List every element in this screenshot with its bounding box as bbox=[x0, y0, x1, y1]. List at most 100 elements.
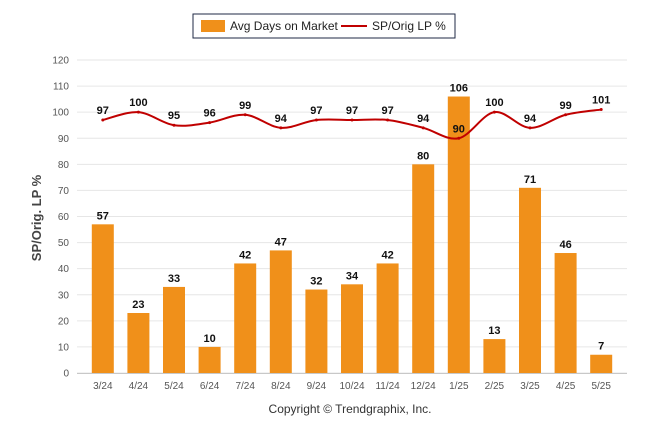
y-tick-label: 40 bbox=[58, 264, 70, 275]
bar bbox=[234, 263, 257, 373]
x-tick-label: 10/24 bbox=[339, 381, 364, 392]
y-tick-label: 30 bbox=[58, 290, 70, 301]
line-value-label: 90 bbox=[453, 123, 465, 135]
y-tick-label: 70 bbox=[58, 186, 70, 197]
line-point bbox=[457, 136, 461, 140]
x-tick-label: 1/25 bbox=[449, 381, 469, 392]
line-value-label: 101 bbox=[592, 95, 610, 107]
y-tick-label: 0 bbox=[63, 369, 69, 380]
x-tick-label: 6/24 bbox=[200, 381, 220, 392]
x-tick-label: 12/24 bbox=[411, 381, 436, 392]
bar-value-label: 13 bbox=[488, 325, 500, 337]
bar bbox=[590, 354, 613, 373]
bar bbox=[91, 224, 114, 373]
bar bbox=[163, 286, 185, 373]
line-value-label: 95 bbox=[168, 110, 180, 122]
bar-value-label: 57 bbox=[97, 210, 109, 222]
bar-series bbox=[91, 96, 613, 374]
y-axis-title: SP/Orig. LP % bbox=[29, 174, 44, 261]
x-tick-label: 4/25 bbox=[556, 381, 576, 392]
line-value-label: 100 bbox=[129, 97, 147, 109]
x-tick-label: 9/24 bbox=[307, 381, 327, 392]
x-tick-label: 5/24 bbox=[164, 381, 184, 392]
copyright-text: Copyright © Trendgraphix, Inc. bbox=[269, 402, 432, 416]
bar-value-label: 106 bbox=[450, 83, 468, 95]
line-point bbox=[350, 118, 354, 122]
bar-value-label: 71 bbox=[524, 174, 536, 186]
line-point bbox=[564, 113, 568, 117]
bar bbox=[305, 289, 328, 373]
y-tick-label: 110 bbox=[53, 82, 69, 93]
x-tick-label: 11/24 bbox=[375, 381, 400, 392]
bar-value-label: 7 bbox=[598, 341, 604, 353]
bar bbox=[269, 250, 292, 373]
y-axis: 0 10 20 30 40 50 60 70 80 90 100 110 120 bbox=[52, 56, 69, 380]
line-value-label: 99 bbox=[239, 100, 251, 112]
x-tick-label: 5/25 bbox=[591, 381, 611, 392]
x-tick-label: 2/25 bbox=[485, 381, 505, 392]
line-point bbox=[528, 126, 532, 130]
bar bbox=[554, 253, 577, 373]
line-value-label: 94 bbox=[417, 113, 430, 125]
legend-line-label: SP/Orig LP % bbox=[372, 19, 446, 33]
bar bbox=[519, 187, 541, 373]
y-tick-label: 120 bbox=[52, 56, 69, 67]
legend-bar-label: Avg Days on Market bbox=[230, 19, 338, 33]
y-tick-label: 20 bbox=[58, 316, 70, 327]
line-point bbox=[136, 110, 140, 114]
legend-box bbox=[192, 13, 456, 39]
line-point bbox=[208, 121, 212, 125]
bar-value-label: 42 bbox=[381, 249, 393, 261]
line-point bbox=[386, 118, 390, 122]
x-tick-label: 4/24 bbox=[129, 381, 149, 392]
bar bbox=[447, 96, 470, 374]
bar-value-label: 47 bbox=[275, 236, 287, 248]
bar bbox=[376, 263, 399, 373]
line-value-label: 97 bbox=[97, 105, 109, 117]
legend: Avg Days on Market SP/Orig LP % bbox=[192, 13, 456, 39]
legend-bar-swatch bbox=[201, 20, 225, 32]
bar-value-label: 34 bbox=[346, 270, 359, 282]
line-point bbox=[599, 108, 603, 112]
bar-value-label: 33 bbox=[168, 273, 180, 285]
line-value-label: 97 bbox=[381, 105, 393, 117]
y-tick-label: 90 bbox=[58, 134, 70, 145]
line-series bbox=[101, 108, 603, 140]
line-value-label: 96 bbox=[203, 108, 215, 120]
line-point bbox=[421, 126, 425, 130]
bar bbox=[198, 346, 221, 373]
line-value-label: 99 bbox=[559, 100, 571, 112]
bar-value-label: 46 bbox=[559, 239, 571, 251]
line-value-label: 97 bbox=[310, 105, 322, 117]
bar bbox=[412, 164, 435, 373]
line-point bbox=[172, 123, 176, 127]
bar-value-label: 42 bbox=[239, 249, 251, 261]
line-value-label: 97 bbox=[346, 105, 358, 117]
x-tick-label: 3/25 bbox=[520, 381, 540, 392]
y-tick-label: 50 bbox=[58, 238, 70, 249]
y-tick-label: 10 bbox=[58, 342, 70, 353]
x-axis: 3/24 4/24 5/24 6/24 7/24 8/24 9/24 10/24 11/24 12… bbox=[77, 373, 627, 392]
line-value-label: 100 bbox=[485, 97, 503, 109]
line-value-label: 94 bbox=[275, 113, 288, 125]
bar bbox=[127, 313, 150, 373]
x-tick-label: 3/24 bbox=[93, 381, 113, 392]
data-labels: 57 23 33 10 42 47 32 34 42 80 106 13 71 46 7 97 100 95 96 9… bbox=[97, 83, 611, 353]
bar bbox=[483, 339, 506, 373]
y-tick-label: 80 bbox=[58, 160, 70, 171]
bar-value-label: 23 bbox=[132, 299, 144, 311]
bar-value-label: 10 bbox=[203, 333, 215, 345]
x-tick-label: 8/24 bbox=[271, 381, 291, 392]
line-point bbox=[101, 118, 105, 122]
line-point bbox=[492, 110, 496, 114]
y-tick-label: 60 bbox=[58, 212, 70, 223]
y-tick-label: 100 bbox=[52, 108, 69, 119]
x-tick-label: 7/24 bbox=[235, 381, 255, 392]
line-point bbox=[279, 126, 283, 130]
bar-value-label: 80 bbox=[417, 150, 429, 162]
line-point bbox=[314, 118, 318, 122]
line-value-label: 94 bbox=[524, 113, 537, 125]
bar-value-label: 32 bbox=[310, 276, 322, 288]
bar bbox=[341, 284, 363, 373]
